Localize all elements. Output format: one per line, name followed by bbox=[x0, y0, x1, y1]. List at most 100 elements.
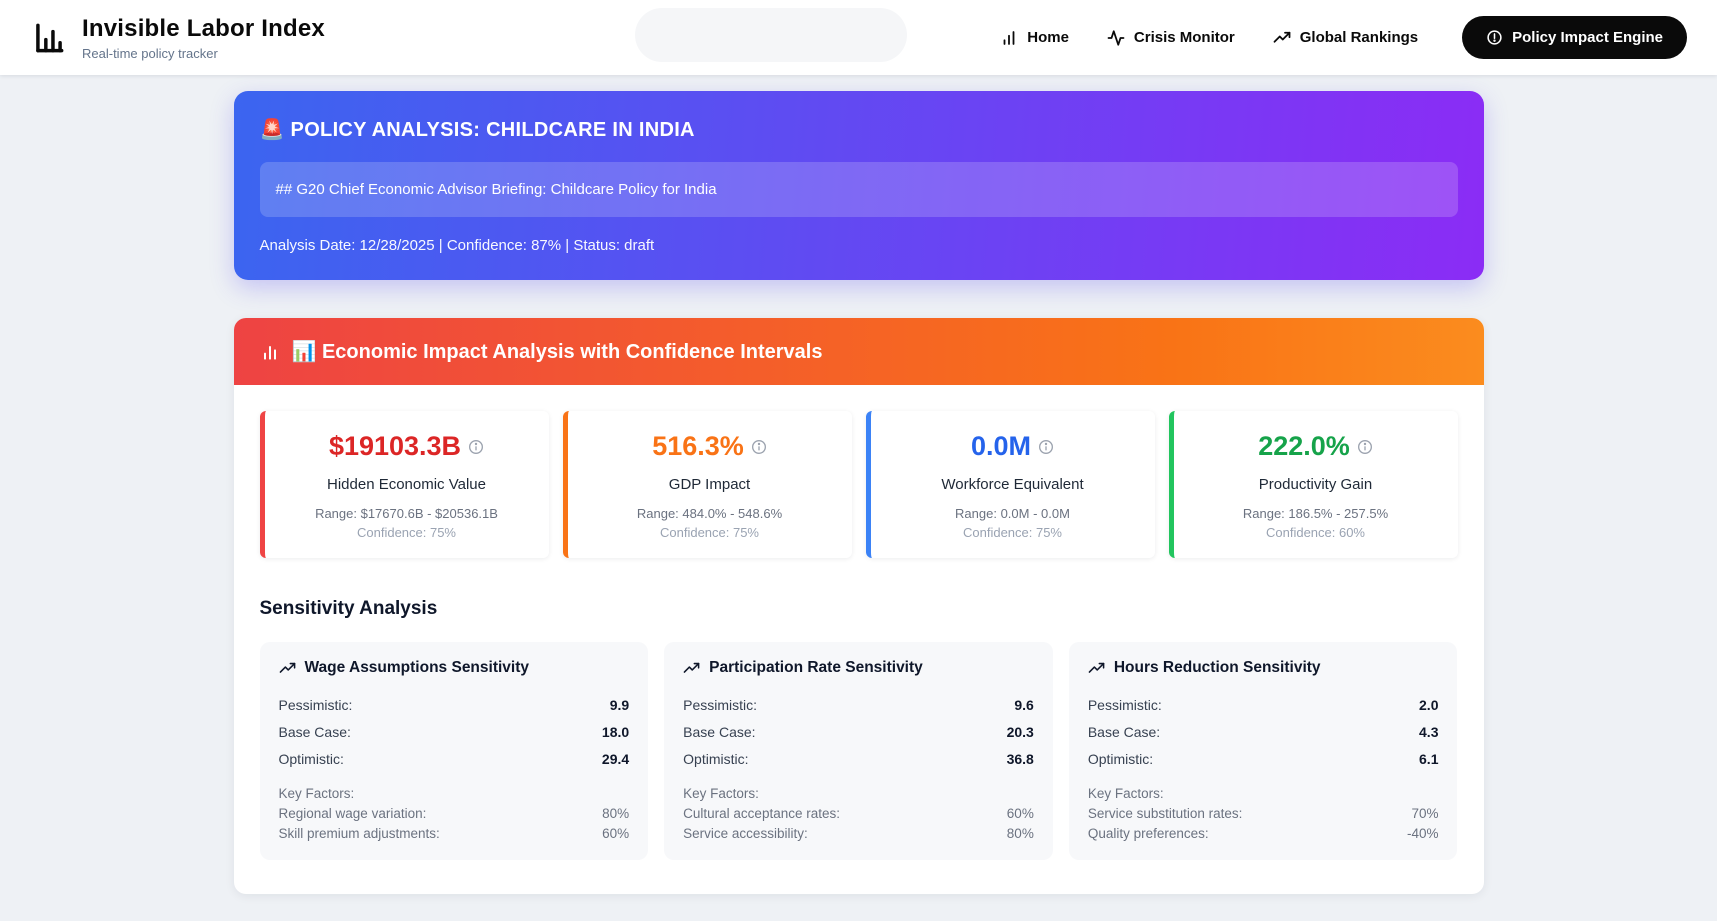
alert-circle-icon bbox=[1487, 30, 1502, 45]
bar-chart-icon bbox=[263, 345, 276, 360]
metric-range: Range: 484.0% - 548.6% bbox=[636, 506, 783, 521]
trending-up-icon bbox=[683, 662, 700, 673]
key-factors-label: Key Factors: bbox=[1087, 786, 1164, 801]
metric-card-hidden-economic-value: $19103.3B Hidden Economic Value Range: $… bbox=[259, 411, 549, 558]
metrics-row: $19103.3B Hidden Economic Value Range: $… bbox=[234, 385, 1484, 584]
row-label: Optimistic: bbox=[278, 750, 344, 767]
sensitivity-row: Pessimistic: 9.9 bbox=[279, 691, 630, 718]
factor-value: -40% bbox=[1406, 825, 1439, 841]
policy-analysis-title: 🚨 POLICY ANALYSIS: CHILDCARE IN INDIA bbox=[259, 119, 695, 141]
row-value: 4.3 bbox=[1419, 723, 1439, 740]
sensitivity-row: Pessimistic: 9.6 bbox=[683, 691, 1034, 718]
sensitivity-card-title-row: Participation Rate Sensitivity bbox=[683, 659, 1034, 677]
metric-value: 516.3% bbox=[652, 431, 744, 461]
info-icon[interactable] bbox=[468, 439, 484, 455]
factor-label: Cultural acceptance rates: bbox=[683, 805, 840, 821]
economic-impact-card: 📊 Economic Impact Analysis with Confiden… bbox=[233, 318, 1484, 894]
metric-label: Productivity Gain bbox=[1258, 476, 1373, 493]
row-value: 20.3 bbox=[1006, 723, 1034, 740]
metric-label: GDP Impact bbox=[668, 476, 751, 493]
factor-row: Service accessibility: 80% bbox=[683, 823, 1034, 843]
nav-home-label: Home bbox=[1027, 29, 1069, 46]
info-icon[interactable] bbox=[1357, 439, 1373, 455]
sensitivity-row: Base Case: 20.3 bbox=[683, 718, 1034, 745]
sensitivity-card-title: Participation Rate Sensitivity bbox=[709, 659, 923, 676]
sensitivity-card-title: Wage Assumptions Sensitivity bbox=[304, 659, 530, 676]
trending-up-icon bbox=[1273, 31, 1291, 43]
key-factors-label: Key Factors: bbox=[278, 786, 355, 801]
factor-value: 60% bbox=[602, 825, 630, 841]
policy-impact-engine-label: Policy Impact Engine bbox=[1512, 29, 1663, 46]
nav-global-rankings-label: Global Rankings bbox=[1299, 29, 1419, 46]
row-value: 18.0 bbox=[601, 723, 630, 740]
policy-briefing-box: ## G20 Chief Economic Advisor Briefing: … bbox=[259, 162, 1458, 217]
metric-card-productivity-gain: 222.0% Productivity Gain Range: 186.5% -… bbox=[1168, 411, 1458, 558]
sensitivity-row: Pessimistic: 2.0 bbox=[1088, 691, 1439, 718]
main-nav: Home Crisis Monitor Global Rankings Poli… bbox=[1000, 16, 1687, 59]
factor-row: Cultural acceptance rates: 60% bbox=[683, 803, 1034, 823]
sensitivity-row: Optimistic: 29.4 bbox=[279, 745, 630, 772]
factor-value: 80% bbox=[602, 805, 630, 821]
row-label: Optimistic: bbox=[1087, 750, 1154, 767]
trending-up-icon bbox=[1088, 662, 1105, 673]
factor-label: Regional wage variation: bbox=[278, 805, 427, 821]
metric-confidence: Confidence: 75% bbox=[659, 525, 759, 540]
bar-chart-logo-icon bbox=[36, 23, 64, 52]
header-highlight bbox=[635, 8, 907, 62]
sensitivity-row: Optimistic: 6.1 bbox=[1088, 745, 1439, 772]
row-value: 36.8 bbox=[1006, 750, 1034, 767]
factor-value: 60% bbox=[1006, 805, 1034, 821]
row-label: Pessimistic: bbox=[278, 696, 353, 713]
row-label: Optimistic: bbox=[683, 750, 749, 767]
sensitivity-row: Base Case: 18.0 bbox=[279, 718, 630, 745]
app-brand[interactable]: Invisible Labor Index Real-time policy t… bbox=[30, 15, 325, 61]
nav-item-crisis-monitor[interactable]: Crisis Monitor bbox=[1107, 29, 1235, 47]
factor-label: Service accessibility: bbox=[683, 825, 808, 841]
metric-label: Hidden Economic Value bbox=[327, 476, 486, 493]
metric-value: 222.0% bbox=[1258, 431, 1350, 461]
nav-item-home[interactable]: Home bbox=[1000, 29, 1069, 47]
economic-impact-header: 📊 Economic Impact Analysis with Confiden… bbox=[233, 318, 1484, 385]
row-value: 6.1 bbox=[1419, 750, 1439, 767]
sensitivity-card-title-row: Wage Assumptions Sensitivity bbox=[279, 659, 630, 677]
sensitivity-card-wage-assumptions: Wage Assumptions Sensitivity Pessimistic… bbox=[259, 642, 649, 860]
factor-value: 70% bbox=[1411, 805, 1439, 821]
brand-text: Invisible Labor Index Real-time policy t… bbox=[82, 15, 325, 61]
row-label: Base Case: bbox=[683, 723, 756, 740]
key-factors-label: Key Factors: bbox=[683, 786, 759, 801]
factor-row: Quality preferences: -40% bbox=[1088, 823, 1439, 843]
factor-row: Service substitution rates: 70% bbox=[1088, 803, 1439, 823]
app-subtitle: Real-time policy tracker bbox=[82, 45, 218, 61]
metric-value-row: $19103.3B bbox=[277, 431, 537, 462]
metric-range: Range: 0.0M - 0.0M bbox=[955, 506, 1070, 521]
metric-card-workforce-equivalent: 0.0M Workforce Equivalent Range: 0.0M - … bbox=[865, 411, 1155, 558]
policy-analysis-card: 🚨 POLICY ANALYSIS: CHILDCARE IN INDIA ##… bbox=[233, 91, 1484, 280]
main-content: 🚨 POLICY ANALYSIS: CHILDCARE IN INDIA ##… bbox=[233, 91, 1484, 894]
info-icon[interactable] bbox=[1038, 439, 1054, 455]
metric-value-row: 516.3% bbox=[580, 431, 840, 462]
sensitivity-row: Base Case: 4.3 bbox=[1088, 718, 1439, 745]
row-value: 29.4 bbox=[601, 750, 630, 767]
metric-value: 0.0M bbox=[970, 431, 1032, 461]
sensitivity-card-title: Hours Reduction Sensitivity bbox=[1113, 659, 1321, 676]
app-title: Invisible Labor Index bbox=[82, 14, 325, 42]
row-label: Base Case: bbox=[1087, 723, 1161, 740]
activity-icon bbox=[1107, 29, 1125, 46]
nav-item-global-rankings[interactable]: Global Rankings bbox=[1273, 29, 1418, 47]
factor-label: Quality preferences: bbox=[1087, 825, 1209, 841]
row-value: 2.0 bbox=[1419, 696, 1439, 713]
factor-row: Regional wage variation: 80% bbox=[279, 803, 630, 823]
metric-confidence: Confidence: 75% bbox=[962, 525, 1062, 540]
economic-impact-title: 📊 Economic Impact Analysis with Confiden… bbox=[291, 341, 823, 363]
row-value: 9.9 bbox=[609, 696, 630, 713]
policy-impact-engine-button[interactable]: Policy Impact Engine bbox=[1462, 16, 1687, 59]
info-icon[interactable] bbox=[751, 439, 767, 455]
sensitivity-grid: Wage Assumptions Sensitivity Pessimistic… bbox=[259, 642, 1458, 860]
metric-confidence: Confidence: 75% bbox=[356, 525, 456, 540]
sensitivity-analysis-heading: Sensitivity Analysis bbox=[259, 598, 438, 619]
factor-label: Skill premium adjustments: bbox=[278, 825, 440, 841]
factor-row: Skill premium adjustments: 60% bbox=[279, 823, 630, 843]
top-navigation-bar: Invisible Labor Index Real-time policy t… bbox=[0, 0, 1717, 75]
sensitivity-card-hours-reduction: Hours Reduction Sensitivity Pessimistic:… bbox=[1068, 642, 1458, 860]
metric-value: $19103.3B bbox=[328, 431, 462, 461]
